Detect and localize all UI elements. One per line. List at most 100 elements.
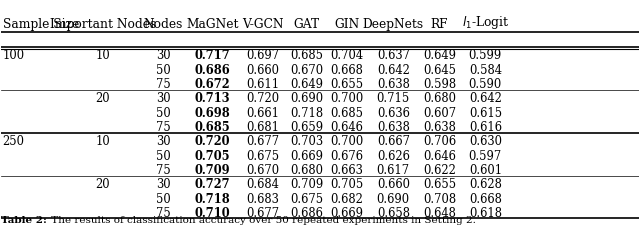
Text: 0.672: 0.672 (195, 78, 230, 91)
Text: 0.680: 0.680 (291, 163, 323, 176)
Text: Table 2:: Table 2: (1, 215, 47, 224)
Text: 0.685: 0.685 (195, 120, 230, 134)
Text: 0.681: 0.681 (246, 120, 280, 134)
Text: 75: 75 (156, 78, 171, 91)
Text: 0.717: 0.717 (195, 49, 230, 62)
Text: 0.630: 0.630 (469, 135, 502, 148)
Text: 75: 75 (156, 120, 171, 134)
Text: $l_1$-Logit: $l_1$-Logit (461, 14, 509, 31)
Text: 0.649: 0.649 (291, 78, 323, 91)
Text: 0.663: 0.663 (331, 163, 364, 176)
Text: 0.703: 0.703 (291, 135, 323, 148)
Text: 0.709: 0.709 (195, 163, 230, 176)
Text: 0.598: 0.598 (423, 78, 456, 91)
Text: 0.718: 0.718 (195, 192, 230, 205)
Text: 0.720: 0.720 (246, 92, 280, 105)
Text: 0.676: 0.676 (331, 149, 364, 162)
Text: 0.698: 0.698 (195, 106, 230, 119)
Text: 0.637: 0.637 (377, 49, 410, 62)
Text: 0.655: 0.655 (423, 177, 456, 191)
Text: 0.727: 0.727 (195, 177, 230, 191)
Text: 0.669: 0.669 (291, 149, 323, 162)
Text: 0.705: 0.705 (330, 177, 364, 191)
Text: 30: 30 (156, 92, 170, 105)
Text: 50: 50 (156, 192, 171, 205)
Text: 20: 20 (95, 92, 110, 105)
Text: 30: 30 (156, 135, 170, 148)
Text: 0.686: 0.686 (195, 63, 230, 76)
Text: 0.677: 0.677 (246, 135, 280, 148)
Text: 0.626: 0.626 (377, 149, 410, 162)
Text: MaGNet: MaGNet (186, 18, 239, 31)
Text: 50: 50 (156, 149, 171, 162)
Text: Sample Size: Sample Size (3, 18, 79, 31)
Text: 0.597: 0.597 (468, 149, 502, 162)
Text: 75: 75 (156, 163, 171, 176)
Text: 0.682: 0.682 (331, 192, 364, 205)
Text: 0.685: 0.685 (291, 49, 323, 62)
Text: 20: 20 (95, 177, 110, 191)
Text: 0.700: 0.700 (330, 135, 364, 148)
Text: 0.675: 0.675 (291, 192, 323, 205)
Text: 0.648: 0.648 (423, 206, 456, 219)
Text: 0.677: 0.677 (246, 206, 280, 219)
Text: 0.668: 0.668 (331, 63, 364, 76)
Text: 0.720: 0.720 (195, 135, 230, 148)
Text: 75: 75 (156, 206, 171, 219)
Text: 0.686: 0.686 (291, 206, 323, 219)
Text: 0.718: 0.718 (291, 106, 323, 119)
Text: 0.670: 0.670 (246, 163, 280, 176)
Text: 0.622: 0.622 (423, 163, 456, 176)
Text: 50: 50 (156, 106, 171, 119)
Text: 0.669: 0.669 (331, 206, 364, 219)
Text: 0.684: 0.684 (246, 177, 280, 191)
Text: 0.705: 0.705 (195, 149, 230, 162)
Text: 0.638: 0.638 (423, 120, 456, 134)
Text: 0.710: 0.710 (195, 206, 230, 219)
Text: 0.645: 0.645 (423, 63, 456, 76)
Text: 0.599: 0.599 (468, 49, 502, 62)
Text: 0.660: 0.660 (246, 63, 280, 76)
Text: 0.708: 0.708 (423, 192, 456, 205)
Text: 0.642: 0.642 (377, 63, 410, 76)
Text: 30: 30 (156, 177, 170, 191)
Text: 0.611: 0.611 (246, 78, 280, 91)
Text: 0.697: 0.697 (246, 49, 280, 62)
Text: 0.616: 0.616 (469, 120, 502, 134)
Text: Nodes: Nodes (143, 18, 183, 31)
Text: 100: 100 (3, 49, 25, 62)
Text: 0.636: 0.636 (377, 106, 410, 119)
Text: 0.617: 0.617 (377, 163, 410, 176)
Text: 0.659: 0.659 (291, 120, 323, 134)
Text: 0.660: 0.660 (377, 177, 410, 191)
Text: 0.690: 0.690 (291, 92, 323, 105)
Text: 30: 30 (156, 49, 170, 62)
Text: 0.709: 0.709 (291, 177, 324, 191)
Text: 10: 10 (95, 49, 110, 62)
Text: 0.713: 0.713 (195, 92, 230, 105)
Text: 0.675: 0.675 (246, 149, 280, 162)
Text: 0.704: 0.704 (330, 49, 364, 62)
Text: 50: 50 (156, 63, 171, 76)
Text: 0.584: 0.584 (469, 63, 502, 76)
Text: 0.607: 0.607 (423, 106, 456, 119)
Text: 0.667: 0.667 (377, 135, 410, 148)
Text: 0.590: 0.590 (468, 78, 502, 91)
Text: 0.638: 0.638 (377, 120, 410, 134)
Text: DeepNets: DeepNets (363, 18, 424, 31)
Text: 0.668: 0.668 (469, 192, 502, 205)
Text: The results of classification accuracy over 50 repeated experiments in Setting 2: The results of classification accuracy o… (48, 215, 476, 224)
Text: 0.683: 0.683 (246, 192, 280, 205)
Text: 0.642: 0.642 (469, 92, 502, 105)
Text: 0.649: 0.649 (423, 49, 456, 62)
Text: 0.646: 0.646 (423, 149, 456, 162)
Text: 0.661: 0.661 (246, 106, 280, 119)
Text: 0.638: 0.638 (377, 78, 410, 91)
Text: RF: RF (431, 18, 448, 31)
Text: 0.646: 0.646 (331, 120, 364, 134)
Text: 0.618: 0.618 (469, 206, 502, 219)
Text: 0.628: 0.628 (469, 177, 502, 191)
Text: 0.690: 0.690 (377, 192, 410, 205)
Text: 0.670: 0.670 (291, 63, 323, 76)
Text: GIN: GIN (335, 18, 360, 31)
